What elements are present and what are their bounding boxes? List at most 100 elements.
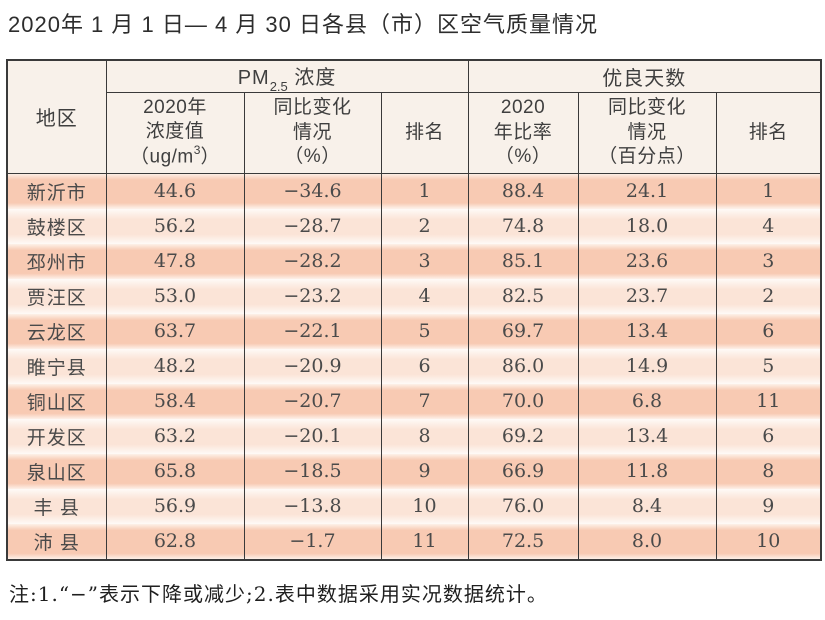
value-cell: 56.2 — [105, 208, 245, 244]
header-pm-value: 2020年 浓度值 （ug/m3） — [105, 91, 245, 174]
region-cell: 睢宁县 — [6, 348, 107, 384]
value-cell: 70.0 — [467, 383, 579, 419]
value-cell: 10 — [715, 523, 822, 560]
header-line: 同比变化 — [273, 97, 352, 119]
header-line: （%） — [494, 145, 552, 167]
value-cell: 53.0 — [105, 278, 245, 314]
air-quality-table: 地区 PM2.5 浓度 优良天数 2020年 浓度值 （ug/m3） 同比变化 … — [6, 58, 823, 561]
value-cell: 7 — [380, 383, 469, 419]
value-cell: 4 — [380, 278, 469, 314]
group-header-row: 地区 PM2.5 浓度 优良天数 — [6, 59, 822, 174]
pm-label-prefix: PM — [237, 66, 270, 89]
value-cell: 14.9 — [577, 348, 717, 384]
value-cell: 44.6 — [105, 173, 245, 209]
value-cell: 48.2 — [105, 348, 245, 384]
value-cell: 11.8 — [577, 453, 717, 489]
header-line: 年比率 — [493, 121, 553, 143]
value-cell: 10 — [380, 488, 469, 524]
sub-header-row: 2020年 浓度值 （ug/m3） 同比变化 情况 （%） 排名 2020 年比… — [7, 91, 822, 174]
value-cell: 3 — [715, 243, 822, 279]
value-cell: 4 — [715, 208, 822, 244]
value-cell: 62.8 — [105, 523, 245, 560]
value-cell: 76.0 — [467, 488, 579, 524]
page: 2020年 1 月 1 日— 4 月 30 日各县（市）区空气质量情况 地区 P… — [6, 12, 823, 606]
value-cell: −20.1 — [243, 418, 382, 454]
value-cell: −13.8 — [243, 488, 382, 524]
header-unit: （ug/m3） — [107, 143, 244, 170]
pm-label-suffix: 浓度 — [287, 66, 337, 89]
unit-superscript: 3 — [193, 143, 201, 158]
value-cell: 11 — [715, 383, 822, 419]
region-cell: 新沂市 — [6, 173, 107, 209]
value-cell: 82.5 — [467, 278, 579, 314]
region-cell: 泉山区 — [6, 453, 107, 489]
header-line: 同比变化 — [608, 97, 687, 119]
value-cell: 23.6 — [577, 243, 717, 279]
value-cell: 85.1 — [467, 243, 579, 279]
header-good-days-group: 优良天数 — [467, 59, 822, 93]
value-cell: 8 — [380, 418, 469, 454]
value-cell: 8.4 — [577, 488, 717, 524]
table-row: 开发区 63.2 −20.1 8 69.2 13.4 6 — [6, 418, 822, 454]
page-title: 2020年 1 月 1 日— 4 月 30 日各县（市）区空气质量情况 — [8, 12, 599, 37]
value-cell: 1 — [380, 173, 469, 209]
value-cell: 18.0 — [577, 208, 717, 244]
header-line: 2020年 — [143, 96, 207, 118]
table-header: 地区 PM2.5 浓度 优良天数 2020年 浓度值 （ug/m3） 同比变化 … — [6, 59, 822, 174]
table-row: 丰 县 56.9 −13.8 10 76.0 8.4 9 — [6, 488, 822, 524]
header-line: 浓度值 — [145, 120, 205, 142]
table-row: 睢宁县 48.2 −20.9 6 86.0 14.9 5 — [6, 348, 822, 384]
value-cell: 74.8 — [467, 208, 579, 244]
pm-label-subscript: 2.5 — [269, 78, 288, 94]
header-pm-change: 同比变化 情况 （%） — [243, 91, 382, 174]
value-cell: 5 — [380, 313, 469, 349]
value-cell: 3 — [380, 243, 469, 279]
value-cell: 8 — [715, 453, 822, 489]
value-cell: 88.4 — [467, 173, 579, 209]
value-cell: 56.9 — [105, 488, 245, 524]
value-cell: 6 — [715, 313, 822, 349]
region-cell: 云龙区 — [6, 313, 107, 349]
footer-note: 注:1.“−”表示下降或减少;2.表中数据采用实况数据统计。 — [9, 581, 548, 606]
header-line: 情况 — [292, 121, 332, 143]
header-region: 地区 — [6, 59, 107, 174]
table-row: 云龙区 63.7 −22.1 5 69.7 13.4 6 — [6, 313, 822, 349]
region-cell: 开发区 — [6, 418, 107, 454]
value-cell: 6 — [380, 348, 469, 384]
table-body: 新沂市 44.6 −34.6 1 88.4 24.1 1 鼓楼区 56.2 −28.7 2 74.8 1… — [6, 173, 822, 560]
region-cell: 鼓楼区 — [6, 208, 107, 244]
value-cell: 24.1 — [577, 173, 717, 209]
value-cell: −18.5 — [243, 453, 382, 489]
header-line: 情况 — [627, 121, 667, 143]
value-cell: 11 — [380, 523, 469, 560]
value-cell: −22.1 — [243, 313, 382, 349]
header-pm-rank: 排名 — [380, 91, 469, 174]
value-cell: 63.7 — [105, 313, 245, 349]
value-cell: −28.7 — [243, 208, 382, 244]
header-line: （百分点） — [598, 145, 696, 167]
value-cell: 58.4 — [105, 383, 245, 419]
region-cell: 贾汪区 — [6, 278, 107, 314]
value-cell: 23.7 — [577, 278, 717, 314]
value-cell: 1 — [715, 173, 822, 209]
unit-suffix: ） — [200, 146, 220, 168]
header-gd-change: 同比变化 情况 （百分点） — [577, 91, 717, 174]
value-cell: 63.2 — [105, 418, 245, 454]
table-row: 泉山区 65.8 −18.5 9 66.9 11.8 8 — [6, 453, 822, 489]
table-row: 沛 县 62.8 −1.7 11 72.5 8.0 10 — [6, 523, 822, 560]
table-row: 铜山区 58.4 −20.7 7 70.0 6.8 11 — [6, 383, 822, 419]
table-row: 邳州市 47.8 −28.2 3 85.1 23.6 3 — [6, 243, 822, 279]
value-cell: 72.5 — [467, 523, 579, 560]
value-cell: 47.8 — [105, 243, 245, 279]
header-line: 2020 — [500, 97, 546, 119]
value-cell: 65.8 — [105, 453, 245, 489]
value-cell: 69.7 — [467, 313, 579, 349]
value-cell: 2 — [715, 278, 822, 314]
value-cell: 13.4 — [577, 418, 717, 454]
value-cell: 6.8 — [577, 383, 717, 419]
value-cell: −1.7 — [243, 523, 382, 560]
value-cell: −20.9 — [243, 348, 382, 384]
value-cell: 9 — [380, 453, 469, 489]
value-cell: 9 — [715, 488, 822, 524]
value-cell: 86.0 — [467, 348, 579, 384]
